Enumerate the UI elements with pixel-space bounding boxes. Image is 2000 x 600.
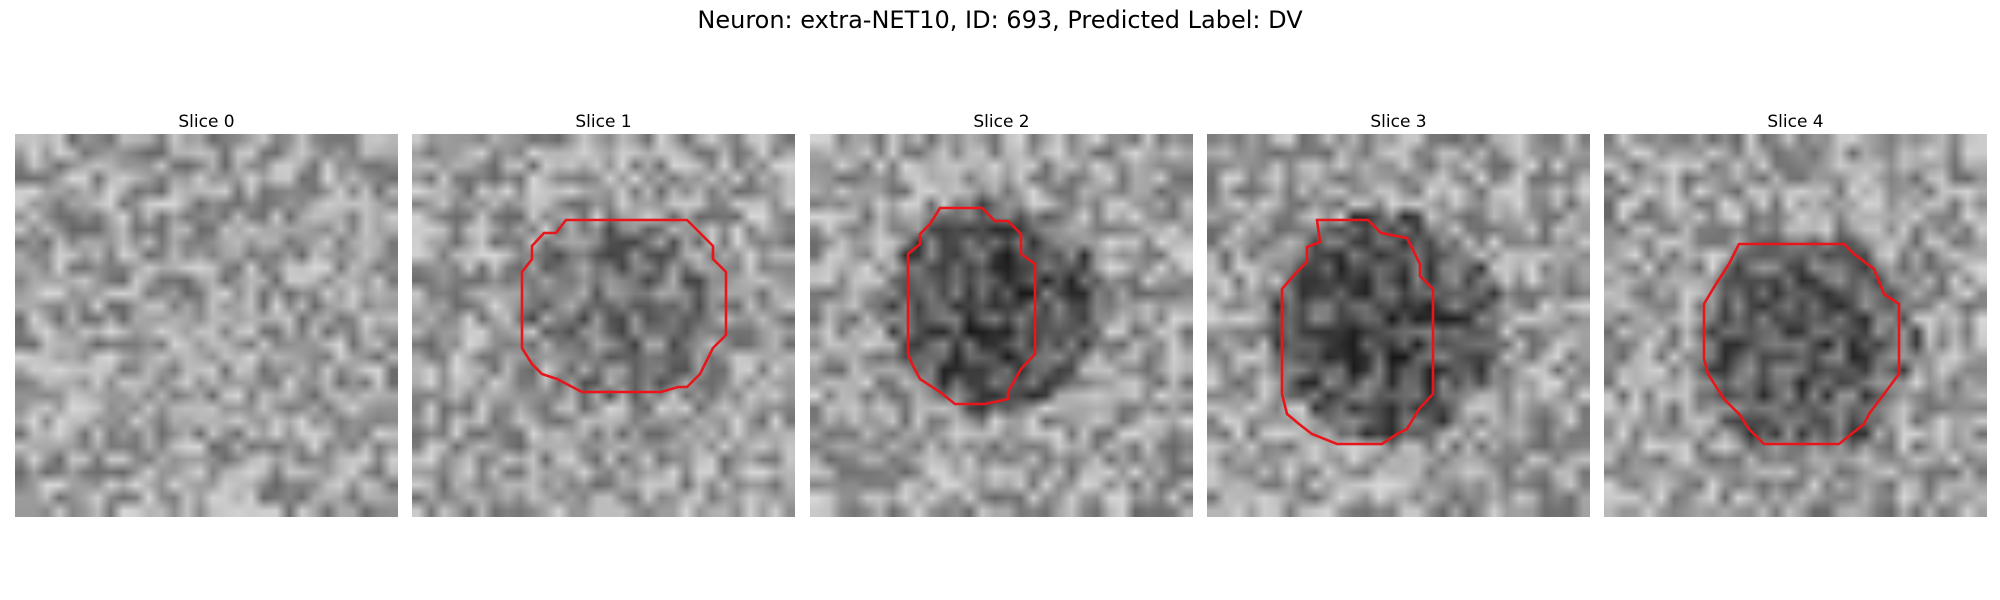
slice-panel-1: Slice 1 <box>412 110 795 517</box>
slice-title: Slice 1 <box>575 112 632 132</box>
slice-title: Slice 0 <box>178 112 235 132</box>
slice-image <box>1604 134 1987 517</box>
slice-image <box>412 134 795 517</box>
slice-title: Slice 4 <box>1767 112 1824 132</box>
slice-title: Slice 2 <box>973 112 1030 132</box>
figure-title: Neuron: extra-NET10, ID: 693, Predicted … <box>697 6 1303 34</box>
slice-image <box>1207 134 1590 517</box>
slice-title: Slice 3 <box>1370 112 1427 132</box>
slice-panel-0: Slice 0 <box>15 110 398 517</box>
slice-image <box>810 134 1193 517</box>
slice-panel-2: Slice 2 <box>810 110 1193 517</box>
slice-panel-4: Slice 4 <box>1604 110 1987 517</box>
slice-panel-3: Slice 3 <box>1207 110 1590 517</box>
slice-image <box>15 134 398 517</box>
